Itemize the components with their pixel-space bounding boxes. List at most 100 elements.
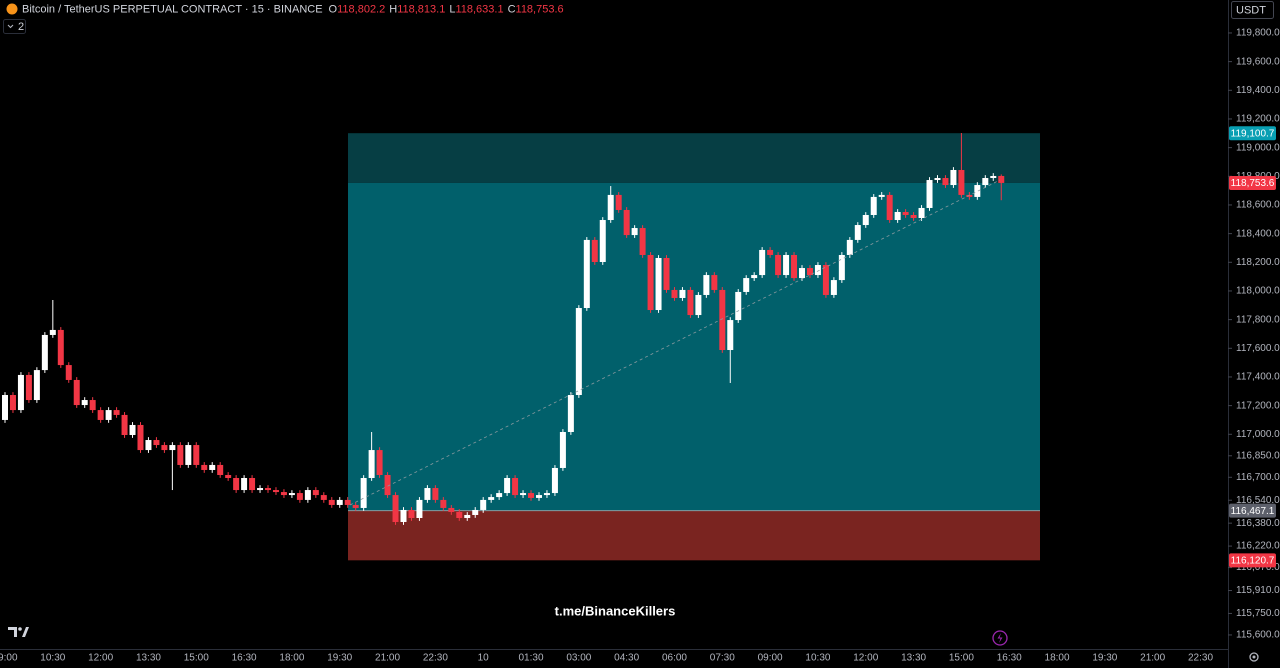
candle-body xyxy=(225,474,232,479)
y-tick-label: 118,200.0 xyxy=(1236,257,1280,268)
candle-body xyxy=(886,194,893,221)
x-tick-label: 13:30 xyxy=(136,653,161,664)
candle-body xyxy=(129,424,136,436)
candle-body xyxy=(121,414,128,436)
lightning-icon[interactable] xyxy=(992,630,1008,646)
ohlc-key: C xyxy=(508,3,516,15)
candle-body xyxy=(759,249,766,276)
candle-body xyxy=(9,395,16,411)
candle-body xyxy=(520,493,527,496)
candle-body xyxy=(113,410,120,415)
currency-button[interactable] xyxy=(1231,1,1274,19)
candle-body xyxy=(432,488,439,500)
y-tick-label: 116,070.0 xyxy=(1236,562,1280,573)
position-tool xyxy=(348,133,1040,561)
y-tick-label: 118,400.0 xyxy=(1236,228,1280,239)
candle-body xyxy=(990,175,997,179)
y-tick-label: 116,850.0 xyxy=(1236,450,1280,461)
candle-body xyxy=(974,185,981,197)
last-price-tag xyxy=(1229,175,1276,190)
candle-body xyxy=(344,499,351,505)
candle-body xyxy=(504,478,511,494)
candle-body xyxy=(400,509,407,523)
candle-body xyxy=(360,478,367,508)
candle-body xyxy=(894,211,901,221)
candle-body xyxy=(735,291,742,321)
candle-body xyxy=(464,514,471,518)
candle-body xyxy=(862,214,869,226)
y-tick-label: 115,600.0 xyxy=(1236,630,1280,641)
stop-tag xyxy=(1229,553,1276,568)
x-tick-label: 13:30 xyxy=(901,653,926,664)
x-tick-label: 07:30 xyxy=(710,653,735,664)
x-tick-label: 16:30 xyxy=(232,653,257,664)
candle-body xyxy=(336,499,343,505)
candle-body xyxy=(185,445,192,465)
candle-body xyxy=(607,194,614,221)
candle-body xyxy=(623,209,630,236)
ohlc-value: 118,753.6 xyxy=(516,3,564,15)
x-tick-label: 04:30 xyxy=(614,653,639,664)
x-tick-label: 21:00 xyxy=(1140,653,1165,664)
y-tick-label: 116,380.0 xyxy=(1236,518,1280,529)
target-zone xyxy=(348,133,1040,183)
candle-body xyxy=(288,493,295,496)
candle-body xyxy=(535,495,542,498)
candle-body xyxy=(161,445,168,451)
candle-body xyxy=(17,374,24,411)
last-price-tag-label: 118,753.6 xyxy=(1231,178,1275,189)
ohlc-value: 118,633.1 xyxy=(455,3,503,15)
symbol-icon xyxy=(6,3,18,15)
target-tag xyxy=(1229,126,1276,141)
candle-body xyxy=(822,265,829,295)
candle-body xyxy=(567,395,574,432)
indicator-toggle[interactable] xyxy=(3,19,26,34)
x-tick-label: 21:00 xyxy=(375,653,400,664)
y-tick-label: 119,800.0 xyxy=(1236,28,1280,39)
candle-body xyxy=(727,320,734,351)
x-tick-label: 10:30 xyxy=(40,653,65,664)
x-tick-label: 19:30 xyxy=(1092,653,1117,664)
candle-body xyxy=(41,334,48,371)
candle-body xyxy=(719,289,726,351)
currency-label: USDT xyxy=(1236,4,1266,16)
ohlc-value: 118,802.2 xyxy=(337,3,385,15)
ohlc-key: O xyxy=(329,3,338,15)
candle-body xyxy=(799,268,805,279)
candle-body xyxy=(647,254,654,311)
candle-body xyxy=(679,289,686,298)
candle-body xyxy=(918,207,925,219)
candle-body xyxy=(655,257,662,311)
candle-body xyxy=(488,497,495,500)
x-tick-label: 09:00 xyxy=(758,653,783,664)
candle-body xyxy=(512,478,519,496)
candle-body xyxy=(950,169,957,186)
candle-body xyxy=(169,445,176,451)
y-tick-label: 117,200.0 xyxy=(1236,400,1280,411)
ohlc-key: L xyxy=(449,3,455,15)
x-tick-label: 18:00 xyxy=(279,653,304,664)
y-tick-label: 117,800.0 xyxy=(1236,314,1280,325)
watermark: t.me/BinanceKillers xyxy=(555,603,676,618)
settings-icon[interactable] xyxy=(1249,652,1259,662)
candle-body xyxy=(639,228,646,255)
x-tick-label: 12:00 xyxy=(88,653,113,664)
candle-body xyxy=(838,254,845,281)
candle-body xyxy=(440,499,447,508)
candle-body xyxy=(416,499,423,518)
candle-body xyxy=(57,329,64,366)
price-tags: 119,100.7 118,753.6 116,467.1 116,120.7 xyxy=(1229,126,1276,568)
y-tick-label: 117,600.0 xyxy=(1236,343,1280,354)
y-tick-label: 119,200.0 xyxy=(1236,114,1280,125)
candle-body xyxy=(480,499,487,510)
candle-body xyxy=(352,504,359,508)
x-tick-label: 09:00 xyxy=(0,653,18,664)
x-tick-label: 19:30 xyxy=(327,653,352,664)
candle-body xyxy=(942,178,949,186)
candle-body xyxy=(320,495,327,500)
candle-body xyxy=(65,365,72,380)
y-tick-label: 115,910.0 xyxy=(1236,585,1280,596)
trend-line xyxy=(349,179,1001,506)
candle-body xyxy=(249,478,256,491)
candle-body xyxy=(551,467,558,494)
